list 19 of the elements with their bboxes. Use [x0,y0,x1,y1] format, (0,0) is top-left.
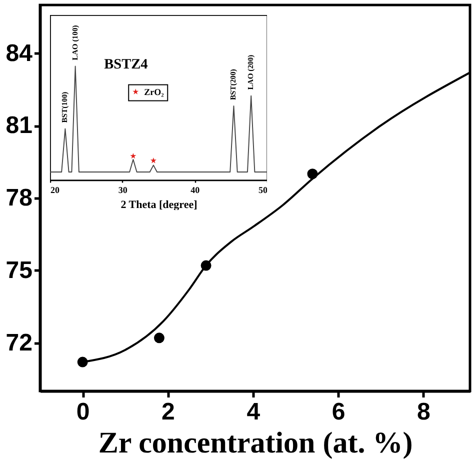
x-tick-label: 6 [332,398,346,426]
y-tick-label: 78 [6,184,32,212]
y-tick-label: 84 [6,40,34,67]
x-tick-label: 0 [76,398,90,426]
y-tick-label: 72 [6,329,32,356]
x-tick-label: 30 [118,184,128,195]
x-tick-label: 40 [190,184,200,195]
x-tick-label: 2 [162,398,175,426]
y-tick-label: 75 [6,256,32,284]
legend-label: ZrO₂ [144,86,164,97]
x-tick-label: 20 [50,184,60,195]
x-tick-label: 8 [416,398,430,426]
point [154,332,164,344]
x-tick-label: 4 [246,398,261,426]
annotation: BSTZ4 [104,56,148,72]
x-tick-label: 50 [258,184,268,195]
x-axis-title: Zr concentration (at. %) [98,426,413,460]
y-tick-label: 81 [6,112,32,140]
x-axis-title: 2 Theta [degree] [120,198,198,211]
